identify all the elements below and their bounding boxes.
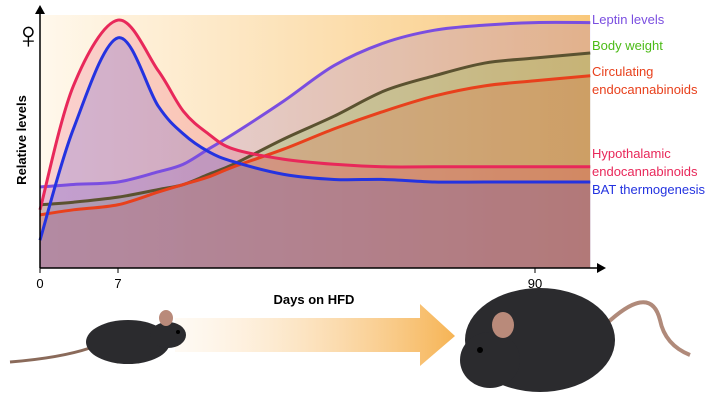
series-area — [40, 22, 591, 269]
series-line — [39, 20, 591, 189]
lean-mouse — [9, 310, 186, 364]
y-axis-arrow — [35, 5, 45, 14]
legend-label: Circulating endocannabinoids — [592, 64, 698, 97]
series-line — [38, 18, 591, 211]
legend-label: Hypothalamic endocannabinoids — [592, 146, 698, 179]
legend-label: Body weight — [592, 38, 663, 53]
series-area — [40, 52, 591, 269]
x-tick-label: 0 — [36, 276, 43, 291]
series-line — [39, 51, 591, 207]
x-tick-label: 90 — [528, 276, 542, 291]
x-axis-arrow — [597, 263, 606, 273]
sex-symbol: ♀ — [14, 15, 43, 57]
plot-background — [40, 15, 590, 268]
time-arrow — [175, 304, 455, 366]
x-axis-label: Days on HFD — [274, 292, 355, 307]
obese-mouse — [460, 288, 691, 392]
x-tick-label: 7 — [114, 276, 121, 291]
legend-label: Leptin levels — [592, 12, 665, 27]
series-line — [38, 36, 591, 241]
series-line — [39, 74, 591, 217]
legend-label: BAT thermogenesis — [592, 182, 705, 197]
series-area — [40, 75, 591, 268]
series-area — [40, 37, 591, 269]
y-axis-label: Relative levels — [14, 95, 29, 185]
series-area — [40, 19, 591, 268]
